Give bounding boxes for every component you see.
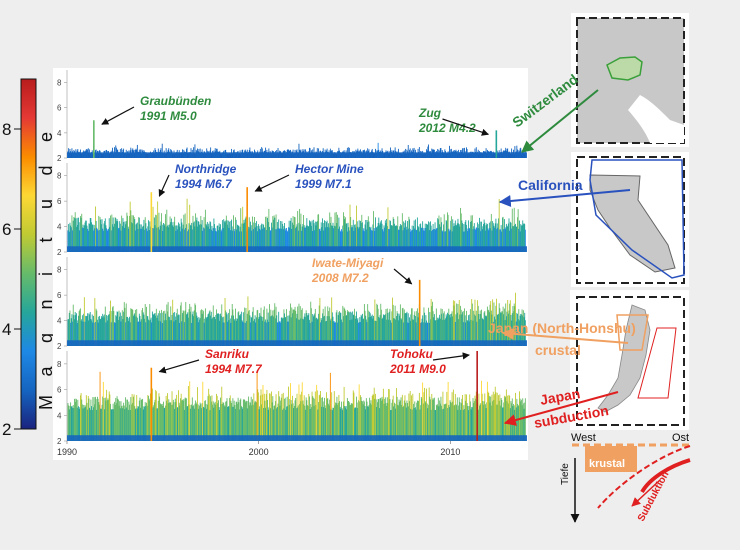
japan-subduction-label: Japan: [539, 385, 582, 408]
slab-outline: [597, 445, 691, 509]
event-arrow: [432, 352, 470, 361]
panel-y-tick-label: 2: [57, 437, 62, 446]
colorbar-label-letter: i: [36, 272, 56, 276]
panel-y-tick-label: 4: [57, 317, 62, 326]
event-name: Hector Mine: [295, 162, 364, 176]
colorbar-tick-label: 2: [2, 420, 11, 439]
maps: [570, 13, 689, 430]
japan-crustal-label: Japan (North-Honshu): [488, 320, 636, 336]
map-california: [571, 152, 689, 287]
panel-y-tick-label: 8: [57, 172, 62, 181]
map-switzerland: [571, 13, 689, 147]
event-name: Zug: [418, 106, 442, 120]
event-label: 2008 M7.2: [311, 271, 369, 285]
event-arrow: [101, 106, 135, 125]
map-sea: [628, 95, 684, 143]
california-label: California: [518, 177, 583, 193]
event-arrow: [158, 359, 200, 374]
event-label: 1999 M7.1: [295, 177, 352, 191]
panel-y-tick-label: 6: [57, 104, 62, 113]
subduction-arrow: [631, 479, 661, 507]
x-tick-label: 1990: [57, 447, 77, 457]
colorbar-label-letter: e: [36, 132, 56, 142]
colorbar-tick-label: 8: [2, 120, 11, 139]
colorbar-tick-label: 4: [2, 320, 11, 339]
colorbar-label-letter: t: [36, 237, 56, 242]
panel-y-tick-label: 6: [57, 386, 62, 395]
event-label: 2011 M9.0: [389, 362, 446, 376]
panel-y-tick-label: 4: [57, 411, 62, 420]
panel-y-tick-label: 2: [57, 154, 62, 163]
crustal-block: [585, 446, 637, 472]
panel-y-tick-label: 6: [57, 291, 62, 300]
panel-y-tick-label: 8: [57, 360, 62, 369]
event-arrow: [254, 174, 290, 192]
panel-y-tick-label: 6: [57, 197, 62, 206]
event-label: 1994 M7.7: [205, 362, 263, 376]
event-label: 1991 M5.0: [140, 109, 197, 123]
event-arrow: [393, 268, 413, 285]
event-name: Northridge: [175, 162, 237, 176]
panel-y-tick-label: 8: [57, 266, 62, 275]
event-name: Graubünden: [140, 94, 211, 108]
event-name: Tohoku: [390, 347, 434, 361]
panel-y-tick-label: 2: [57, 342, 62, 351]
x-tick-label: 2010: [440, 447, 460, 457]
colorbar-label-letter: n: [36, 299, 56, 309]
colorbar-tick-label: 6: [2, 220, 11, 239]
slab-surface: [640, 458, 691, 494]
x-axis: 1990 2000 2010: [57, 441, 460, 457]
colorbar-bar: [20, 78, 37, 430]
panel-y-tick-label: 2: [57, 248, 62, 257]
depth-label: Tiefe: [560, 463, 571, 485]
crustal-label: krustal: [589, 458, 625, 470]
japan-land: [597, 304, 651, 413]
california-arrow: [498, 189, 631, 207]
panel-y-tick-label: 4: [57, 129, 62, 138]
panel-baseline-band: [67, 152, 527, 158]
event-name: Iwate-Miyagi: [312, 256, 384, 270]
japan-subduction-outline: [637, 327, 677, 399]
cross-section: krustal Tiefe West Ost Subduktion: [560, 432, 691, 523]
colorbar-label-letter: d: [36, 165, 56, 175]
colorbar-label-letter: a: [36, 366, 56, 377]
japan-crustal-label-2: crustal: [535, 342, 581, 358]
panel-baseline-band: [67, 435, 527, 441]
california-land: [589, 174, 676, 273]
panel-baseline-band: [67, 340, 527, 346]
event-label: 2012 M4.2: [418, 121, 476, 135]
event-arrow: [442, 118, 490, 136]
map-japan: [570, 290, 689, 430]
japan-crustal-arrow: [501, 327, 629, 344]
switzerland-arrow: [521, 89, 599, 153]
switzerland-outline: [606, 56, 643, 81]
japan-subduction-arrow: [503, 391, 619, 426]
california-region-outline: [589, 159, 685, 279]
east-label: Ost: [672, 432, 689, 444]
event-name: Sanriku: [205, 347, 250, 361]
colorbar-label-letter: g: [36, 333, 56, 343]
colorbar: 2 4 6 8 Ma g n i t u d e: [2, 78, 56, 439]
event-arrow: [158, 174, 170, 197]
panel-y-tick-label: 8: [57, 79, 62, 88]
colorbar-label-letter: u: [36, 199, 56, 209]
panel-baseline-band: [67, 246, 527, 252]
colorbar-label-letter: M: [36, 395, 56, 410]
west-label: West: [571, 432, 596, 444]
panel-y-tick-label: 4: [57, 223, 62, 232]
event-label: 1994 M6.7: [175, 177, 233, 191]
x-tick-label: 2000: [249, 447, 269, 457]
japan-crustal-outline: [616, 314, 649, 351]
